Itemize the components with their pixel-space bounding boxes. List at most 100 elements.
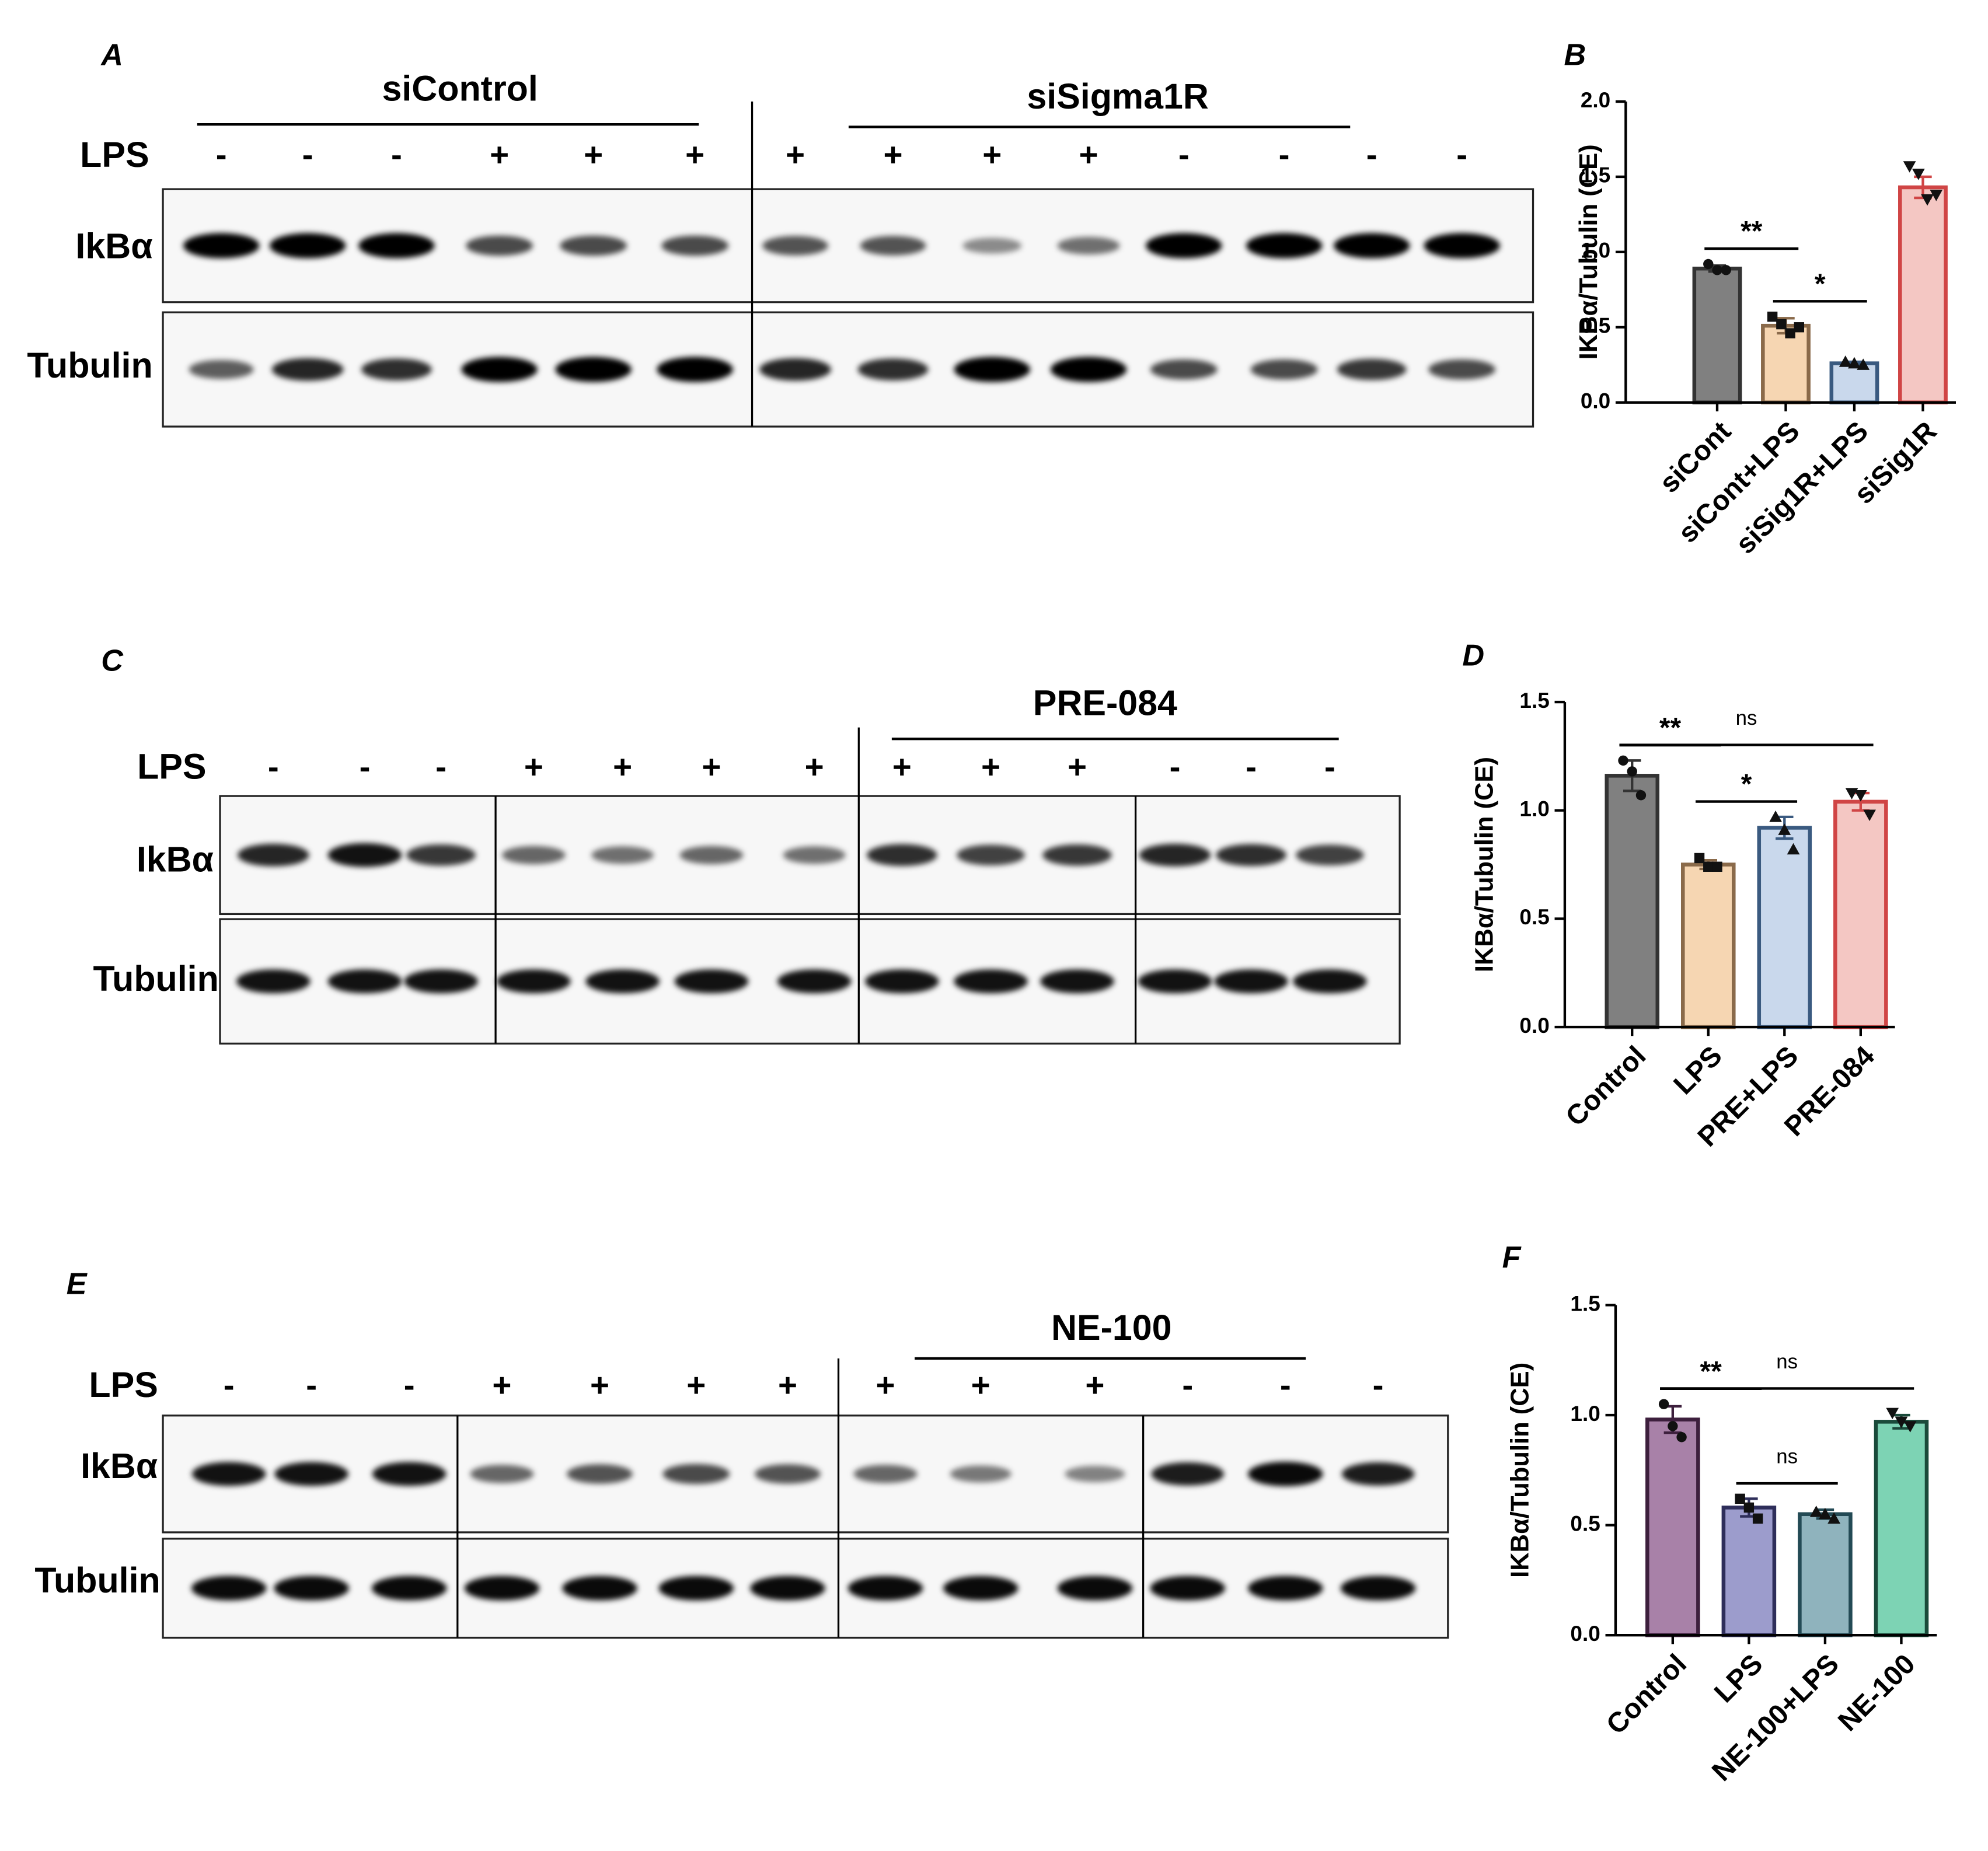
band	[1248, 1576, 1323, 1601]
band	[361, 358, 432, 380]
data-point	[1635, 790, 1647, 801]
band	[759, 358, 831, 381]
band	[497, 969, 571, 994]
lane-sign: +	[584, 137, 603, 173]
band	[755, 1464, 821, 1484]
bar	[1692, 266, 1742, 404]
band	[661, 235, 729, 256]
lane-sign: +	[1085, 1367, 1104, 1403]
group-label: siSigma1R	[1027, 76, 1208, 116]
band	[657, 357, 733, 382]
band	[1065, 1465, 1125, 1482]
band	[950, 1465, 1012, 1483]
lane-sign: +	[590, 1367, 609, 1403]
lane-sign: -	[1246, 748, 1257, 785]
lane-sign: +	[1068, 748, 1087, 785]
band	[271, 358, 344, 381]
band	[1250, 359, 1318, 380]
lane-sign: +	[982, 137, 1002, 173]
data-point	[1769, 811, 1782, 822]
lane-sign: -	[360, 748, 371, 785]
lane-sign: +	[492, 1367, 511, 1403]
lane-sign: -	[1366, 137, 1377, 173]
lane-sign: -	[1456, 137, 1467, 173]
data-point	[1785, 328, 1795, 338]
band	[327, 843, 402, 867]
band	[1216, 844, 1286, 867]
x-tick-label: LPS	[1708, 1649, 1769, 1709]
data-point	[1863, 809, 1876, 822]
band	[560, 235, 627, 256]
data-point	[1930, 190, 1943, 201]
band	[1150, 359, 1218, 380]
y-tick-label: 0.0	[1519, 1014, 1549, 1038]
data-point	[1819, 1507, 1832, 1520]
band	[853, 1465, 918, 1483]
lane-sign: -	[1182, 1367, 1193, 1403]
group-label: NE-100	[1051, 1308, 1172, 1347]
band	[1042, 844, 1112, 866]
band	[1040, 969, 1114, 994]
band	[501, 846, 566, 864]
lane-sign: +	[981, 748, 1000, 785]
lane-sign: +	[1079, 137, 1098, 173]
data-point	[1903, 161, 1916, 173]
bar	[1898, 185, 1948, 404]
significance-label: **	[1659, 713, 1682, 744]
panel-label: D	[1462, 639, 1484, 673]
band	[860, 236, 926, 256]
lane-sign: +	[778, 1367, 797, 1403]
bar	[1757, 826, 1812, 1029]
lane-sign: +	[613, 748, 632, 785]
data-point	[1618, 755, 1628, 766]
lane-sign: +	[686, 1367, 706, 1403]
band	[466, 235, 533, 256]
band	[1428, 359, 1496, 380]
data-point	[1848, 357, 1861, 369]
band	[954, 357, 1031, 382]
treatment-label: LPS	[89, 1365, 158, 1405]
band	[1293, 969, 1367, 994]
band	[847, 1576, 923, 1601]
y-tick-label: 1.0	[1581, 239, 1610, 263]
bar	[1605, 774, 1660, 1029]
band	[358, 233, 435, 259]
lane-sign: -	[1279, 137, 1290, 173]
y-tick-label: 1.0	[1519, 797, 1549, 821]
band	[1214, 969, 1288, 994]
y-tick-label: 0.5	[1519, 905, 1549, 929]
bar	[1874, 1420, 1929, 1637]
band	[857, 358, 929, 380]
data-point	[1694, 853, 1705, 864]
panel-label: F	[1502, 1241, 1522, 1274]
band	[957, 844, 1025, 866]
row-label: Tubulin	[34, 1560, 160, 1600]
panel-label: E	[67, 1267, 88, 1301]
y-axis-title: IKBα/Tubulin (CE)	[1471, 757, 1499, 972]
band	[327, 969, 402, 994]
band	[1057, 236, 1120, 255]
treatment-label: LPS	[80, 135, 149, 174]
lane-sign: -	[1324, 748, 1335, 785]
x-tick-label: NE-100	[1832, 1649, 1921, 1737]
lane-sign: +	[876, 1367, 895, 1403]
band	[1246, 233, 1323, 259]
data-point	[1712, 861, 1722, 872]
group-label: siControl	[382, 69, 538, 109]
lane-sign: -	[1178, 137, 1190, 173]
bar	[1645, 1417, 1700, 1637]
lane-sign: -	[435, 748, 447, 785]
data-point	[1712, 265, 1722, 275]
panel-label: C	[101, 644, 124, 677]
band	[1150, 1576, 1226, 1601]
lane-sign: -	[302, 137, 313, 173]
data-point	[1857, 358, 1870, 370]
band	[943, 1576, 1019, 1601]
band	[238, 843, 309, 867]
band	[1296, 844, 1364, 866]
data-point	[1886, 1408, 1899, 1420]
bar	[1721, 1506, 1777, 1637]
band	[1337, 358, 1407, 380]
